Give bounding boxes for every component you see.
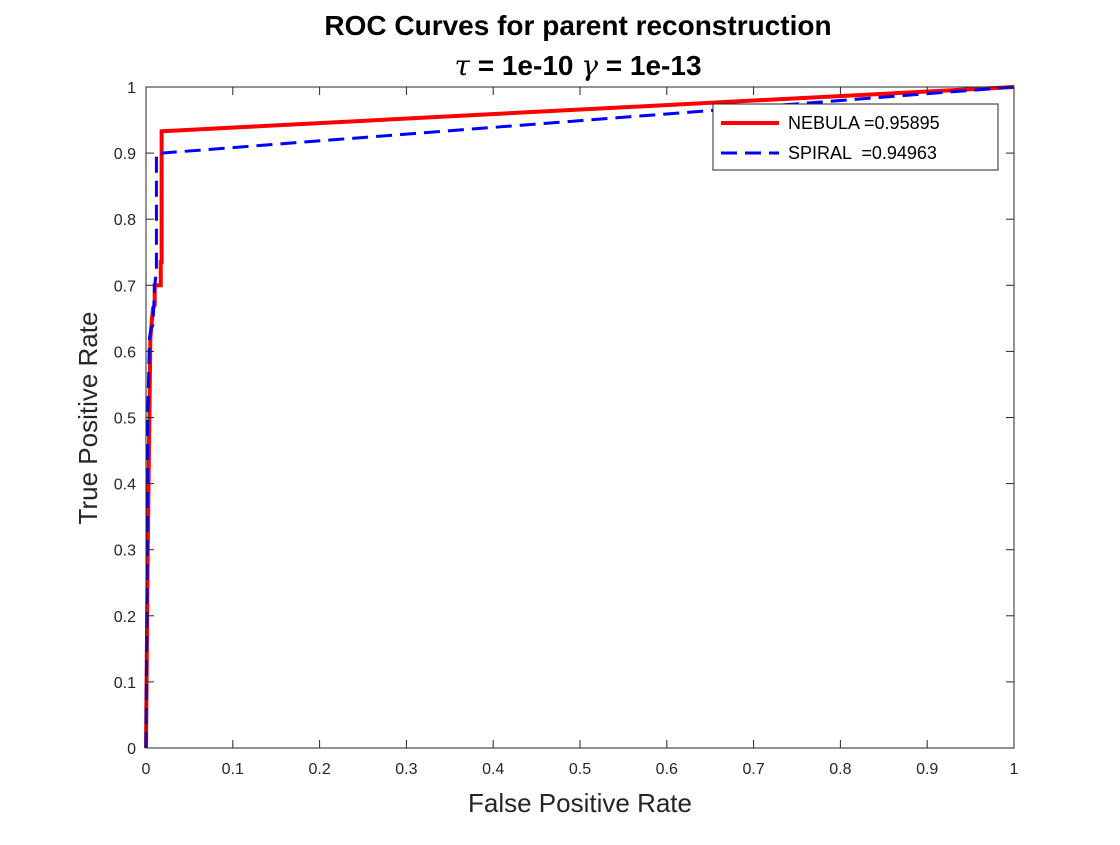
ticks-layer: 0 0.1 0.2 0.3 0.4 0.5 0.6 0.7 0.8 0.9 1 0 0.1 0.2 0.3 0… xyxy=(114,80,1019,778)
gamma-value: = 1e-13 xyxy=(598,50,702,81)
y-tick-label: 0 xyxy=(127,741,136,758)
series-layer xyxy=(144,85,1015,749)
plot-area xyxy=(146,87,1014,748)
chart-subtitle: τ = 1e-10 γ = 1e-13 xyxy=(454,49,701,82)
chart-title: ROC Curves for parent reconstruction xyxy=(324,10,831,41)
tau-symbol: τ xyxy=(454,49,470,82)
x-tick-label: 0.5 xyxy=(569,761,591,778)
legend-label: NEBULA =0.95895 xyxy=(788,113,940,133)
x-tick-label: 0.6 xyxy=(656,761,678,778)
y-tick-label: 1 xyxy=(127,80,136,97)
tau-value: = 1e-10 xyxy=(470,50,581,81)
x-tick-label: 0.4 xyxy=(482,761,504,778)
series-line-spiral xyxy=(144,85,1015,749)
y-tick-label: 0.1 xyxy=(114,675,136,692)
x-tick-label: 0.1 xyxy=(222,761,244,778)
legend-label: SPIRAL =0.94963 xyxy=(788,143,937,163)
x-tick-label: 0.8 xyxy=(829,761,851,778)
x-axis-label: False Positive Rate xyxy=(468,788,692,818)
y-tick-label: 0.2 xyxy=(114,609,136,626)
y-tick-label: 0.6 xyxy=(114,344,136,361)
y-tick-label: 0.4 xyxy=(114,477,136,494)
legend-box xyxy=(712,103,999,171)
x-tick-label: 0.2 xyxy=(308,761,330,778)
y-axis-label: True Positive Rate xyxy=(73,312,103,525)
y-tick-label: 0.5 xyxy=(114,411,136,428)
y-tick-label: 0.7 xyxy=(114,278,136,295)
y-tick-label: 0.8 xyxy=(114,212,136,229)
x-tick-label: 0 xyxy=(142,761,151,778)
x-tick-label: 0.3 xyxy=(395,761,417,778)
x-tick-label: 0.7 xyxy=(742,761,764,778)
gamma-symbol: γ xyxy=(581,49,598,82)
y-tick-label: 0.3 xyxy=(114,543,136,560)
x-tick-label: 1 xyxy=(1010,761,1019,778)
legend: NEBULA =0.95895 SPIRAL =0.94963 xyxy=(712,103,999,171)
x-tick-label: 0.9 xyxy=(916,761,938,778)
y-tick-label: 0.9 xyxy=(114,146,136,163)
